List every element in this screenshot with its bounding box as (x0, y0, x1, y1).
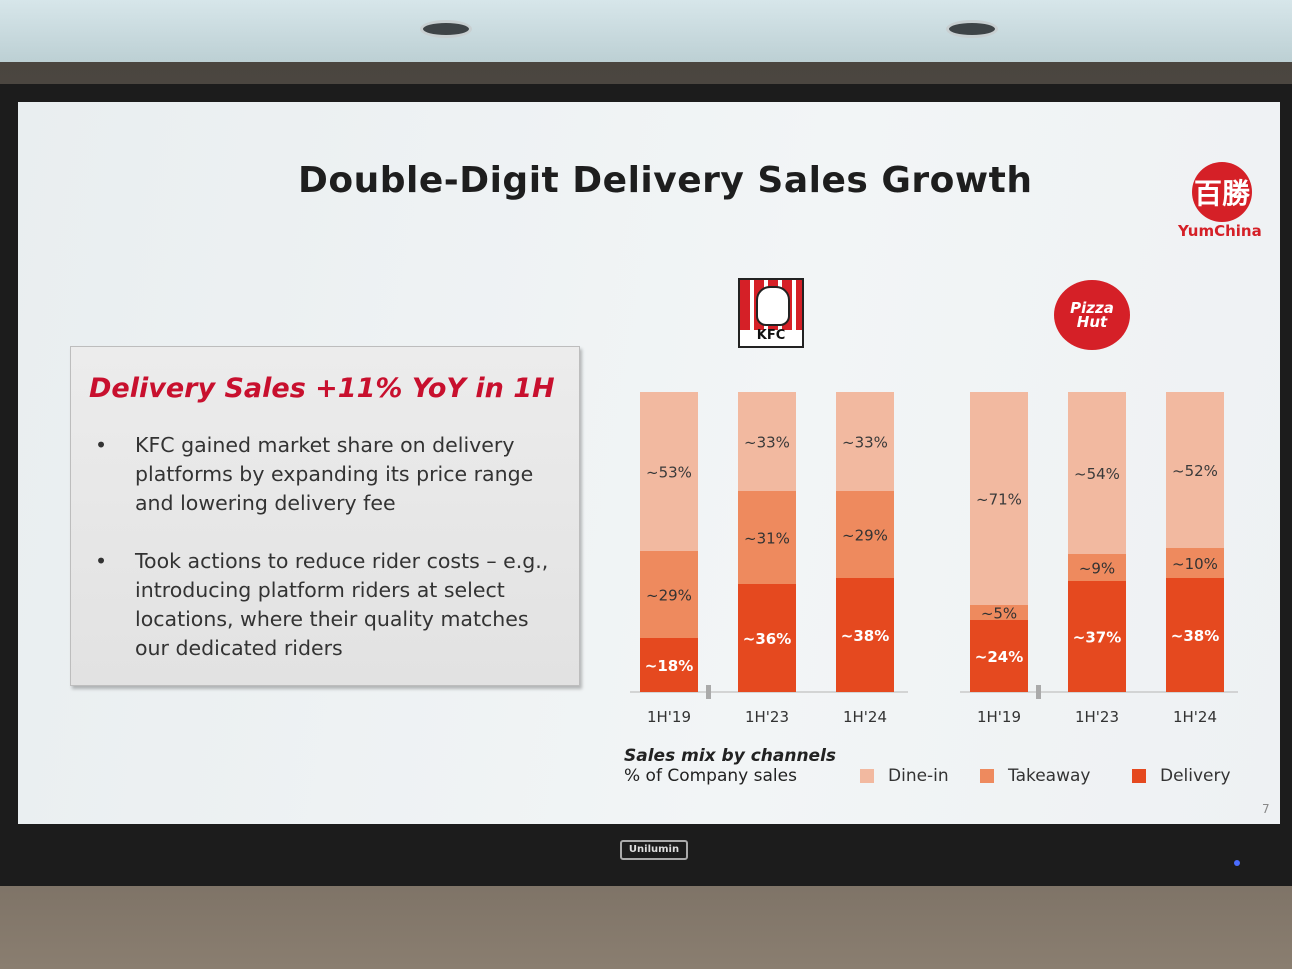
chart-title: Sales mix by channels % of Company sales (624, 746, 836, 786)
data-label: ~38% (841, 627, 889, 645)
bar-segment-delivery (1166, 578, 1224, 692)
ceiling (0, 0, 1292, 70)
axis-break-icon (706, 685, 711, 699)
x-tick-label: 1H'19 (647, 708, 691, 726)
legend-label: Dine-in (888, 766, 949, 786)
data-label: ~33% (744, 434, 790, 452)
data-label: ~36% (743, 630, 791, 648)
bar-segment-takeaway (640, 551, 698, 638)
colonel-face-icon (756, 286, 790, 326)
sales-mix-chart: ~18% ~29% ~53% 1H'19 ~36% ~31% ~33% 1H'23 ~38% ~2… (630, 392, 1238, 726)
power-indicator-icon (1234, 860, 1240, 866)
bullet-text: KFC gained market share on delivery plat… (135, 433, 534, 515)
pizzahut-logo-icon: Pizza Hut (1054, 280, 1130, 350)
data-label: ~10% (1172, 555, 1218, 573)
chart-subtitle: % of Company sales (624, 766, 797, 786)
axis-break-icon (1036, 685, 1041, 699)
data-label: ~53% (646, 464, 692, 482)
monitor-brand-label: Unilumin (620, 840, 688, 860)
x-tick-label: 1H'23 (1075, 708, 1119, 726)
x-tick-label: 1H'24 (1173, 708, 1217, 726)
page-number: 7 (1262, 802, 1270, 816)
bar-segment-delivery (738, 584, 796, 692)
x-tick-label: 1H'23 (745, 708, 789, 726)
bar-segment-takeaway (1068, 554, 1126, 581)
ceiling-light (420, 20, 472, 38)
legend-swatch (980, 769, 994, 783)
x-tick-label: 1H'24 (843, 708, 887, 726)
legend-label: Delivery (1160, 766, 1231, 786)
yumchina-logo-icon: 百勝 (1192, 162, 1252, 222)
box-heading: Delivery Sales +11% YoY in 1H (89, 373, 555, 404)
bar-segment-dinein (1068, 392, 1126, 554)
chart-title-text: Sales mix by channels (624, 746, 837, 766)
bullet-dot-icon: • (95, 549, 108, 573)
bar-segment-delivery (836, 578, 894, 692)
bar-segment-takeaway (1166, 548, 1224, 578)
data-label: ~54% (1074, 465, 1120, 483)
legend-item-takeaway: Takeaway (980, 766, 1091, 786)
data-label: ~37% (1073, 629, 1121, 647)
data-label: ~33% (842, 434, 888, 452)
data-label: ~5% (981, 605, 1017, 623)
kfc-logo-text: KFC (756, 328, 786, 343)
bar-segment-delivery (970, 620, 1028, 692)
data-label: ~9% (1079, 560, 1115, 578)
legend-item-dine-in: Dine-in (860, 766, 949, 786)
bar-segment-takeaway (738, 491, 796, 584)
data-label: ~29% (646, 587, 692, 605)
bar-segment-dinein (640, 392, 698, 551)
data-label: ~24% (975, 648, 1023, 666)
x-tick-label: 1H'19 (977, 708, 1021, 726)
data-label: ~52% (1172, 462, 1218, 480)
data-label: ~29% (842, 527, 888, 545)
slide: Double-Digit Delivery Sales Growth 百勝 Yu… (18, 102, 1280, 824)
bullet-text: Took actions to reduce rider costs – e.g… (135, 549, 549, 660)
bar-segment-takeaway (836, 491, 894, 578)
legend-swatch (860, 769, 874, 783)
yumchina-brand-name: YumChina (1178, 222, 1262, 240)
slide-title: Double-Digit Delivery Sales Growth (298, 160, 1033, 201)
bar-segment-delivery (1068, 581, 1126, 692)
kfc-logo-icon: KFC (738, 278, 804, 348)
bar-segment-delivery (640, 638, 698, 692)
ceiling-light (946, 20, 998, 38)
data-label: ~38% (1171, 627, 1219, 645)
bar-segment-dinein (738, 392, 796, 491)
bar-segment-dinein (1166, 392, 1224, 548)
bar-segment-takeaway (970, 605, 1028, 620)
key-message-box: Delivery Sales +11% YoY in 1H • KFC gain… (70, 346, 580, 686)
legend-swatch (1132, 769, 1146, 783)
bullet-dot-icon: • (95, 433, 108, 457)
legend-label: Takeaway (1008, 766, 1091, 786)
bar-segment-dinein (836, 392, 894, 491)
data-label: ~71% (976, 491, 1022, 509)
legend-item-delivery: Delivery (1132, 766, 1231, 786)
data-label: ~31% (744, 530, 790, 548)
data-label: ~18% (645, 657, 693, 675)
bar-segment-dinein (970, 392, 1028, 605)
